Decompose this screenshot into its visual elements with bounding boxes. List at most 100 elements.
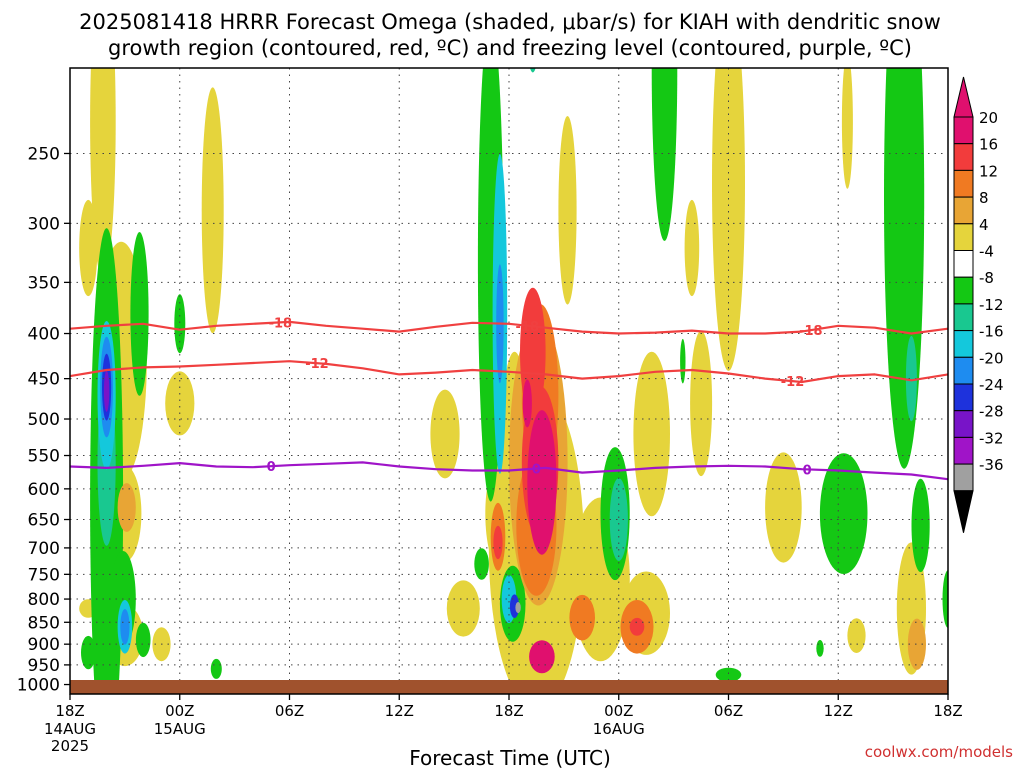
- colorbar-label: -24: [979, 376, 1004, 394]
- colorbar-bottom-arrow: [953, 490, 974, 533]
- x-tick-label: 06Z: [275, 702, 304, 720]
- y-tick-label: 700: [28, 539, 60, 559]
- omega-cell: [765, 452, 802, 563]
- omega-cell: [79, 199, 98, 297]
- omega-cell: [847, 618, 866, 653]
- omega-cell: [117, 483, 136, 532]
- omega-cell: [522, 379, 532, 428]
- omega-cell: [819, 453, 868, 574]
- omega-cell: [81, 635, 96, 670]
- colorbar-segment: [953, 356, 974, 385]
- contour-line-0: [70, 461, 948, 481]
- omega-cell: [841, 68, 853, 189]
- colorbar-segment: [953, 223, 974, 252]
- colorbar: 20 16 12 8 4 -4 -8 -12 -16 -20 -24 -28 -32 -36: [953, 76, 1004, 533]
- omega-cell: [907, 618, 927, 670]
- colorbar-label: -32: [979, 429, 1004, 447]
- temperature-contours: -18 -18 -18 -12 -12 0 0 0: [70, 316, 948, 481]
- omega-cell: [911, 478, 930, 573]
- omega-cell: [629, 617, 645, 636]
- x-axis-label: Forecast Time (UTC): [409, 746, 611, 768]
- credit-text: coolwx.com/models: [865, 743, 1013, 761]
- y-tick-label: 400: [28, 325, 60, 345]
- omega-cell: [684, 199, 700, 297]
- y-tick-label: 350: [28, 273, 60, 293]
- contour-label: 0: [267, 460, 276, 475]
- chart-title-line2: growth region (contoured, red, ºC) and f…: [108, 36, 912, 60]
- x-tick-label: 18Z: [494, 702, 523, 720]
- omega-cell: [446, 580, 480, 637]
- x-tick-label: 18Z: [933, 702, 962, 720]
- x-tick-date-label: 14AUG: [44, 720, 96, 738]
- colorbar-segment: [953, 303, 974, 332]
- colorbar-segment: [953, 330, 974, 358]
- omega-cell: [201, 87, 224, 334]
- colorbar-segment: [953, 116, 974, 145]
- colorbar-label: 16: [979, 136, 998, 154]
- omega-cell: [493, 525, 503, 560]
- y-axis-ticks: 2503003504004505005506006507007508008509…: [17, 144, 70, 696]
- y-tick-label: 800: [28, 590, 60, 610]
- x-tick-date-label: 15AUG: [154, 720, 206, 738]
- colorbar-label: 12: [979, 162, 998, 180]
- omega-cell: [651, 68, 678, 241]
- x-tick-label: 12Z: [824, 702, 853, 720]
- colorbar-segment: [953, 143, 974, 171]
- omega-cell: [529, 68, 536, 73]
- y-tick-label: 1000: [17, 676, 60, 696]
- y-tick-label: 850: [28, 613, 60, 633]
- colorbar-label: -8: [979, 269, 994, 287]
- x-tick-label: 00Z: [165, 702, 194, 720]
- colorbar-label: 8: [979, 189, 989, 207]
- ground-surface: [70, 680, 948, 694]
- omega-cell: [529, 640, 555, 674]
- chart-title-line1: 2025081418 HRRR Forecast Omega (shaded, …: [79, 10, 941, 34]
- x-tick-label: 00Z: [604, 702, 633, 720]
- colorbar-segment: [953, 196, 974, 225]
- y-tick-label: 900: [28, 635, 60, 655]
- omega-cell: [103, 370, 110, 412]
- colorbar-segment: [953, 436, 974, 465]
- colorbar-label: -36: [979, 456, 1004, 474]
- y-tick-label: 950: [28, 656, 60, 676]
- colorbar-segment: [953, 463, 974, 492]
- colorbar-segment: [953, 276, 974, 305]
- colorbar-label: -28: [979, 403, 1004, 421]
- x-tick-year-label: 2025: [51, 737, 89, 755]
- x-tick-label: 18Z: [55, 702, 84, 720]
- y-tick-label: 650: [28, 511, 60, 531]
- y-tick-label: 450: [28, 370, 60, 390]
- contour-label: 0: [803, 463, 812, 478]
- omega-cell: [816, 640, 824, 657]
- contour-label: 0: [532, 463, 541, 478]
- contour-line-minus18: [70, 320, 948, 335]
- colorbar-label: 20: [979, 109, 998, 127]
- contour-label: -18: [269, 316, 293, 331]
- contour-line-minus12: [70, 360, 948, 384]
- omega-cell: [120, 609, 130, 645]
- colorbar-segment: [953, 383, 974, 412]
- colorbar-label: -4: [979, 243, 994, 261]
- colorbar-segment: [953, 169, 974, 198]
- x-tick-label: 12Z: [385, 702, 414, 720]
- omega-cell: [527, 410, 557, 555]
- omega-cell: [210, 658, 222, 679]
- omega-cell: [690, 330, 713, 477]
- y-tick-label: 250: [28, 144, 60, 164]
- omega-cell: [712, 68, 745, 371]
- colorbar-top-arrow: [953, 76, 974, 118]
- x-tick-date-label: 16AUG: [593, 720, 645, 738]
- omega-cell: [905, 335, 917, 422]
- y-tick-label: 550: [28, 447, 60, 467]
- colorbar-label: -16: [979, 323, 1004, 341]
- omega-cell: [174, 294, 186, 354]
- omega-cell: [474, 548, 489, 580]
- y-tick-label: 300: [28, 214, 60, 234]
- contour-label: -12: [781, 375, 805, 390]
- colorbar-segment: [953, 250, 974, 278]
- omega-cell: [680, 338, 686, 384]
- omega-cell: [430, 389, 460, 479]
- y-tick-label: 750: [28, 565, 60, 585]
